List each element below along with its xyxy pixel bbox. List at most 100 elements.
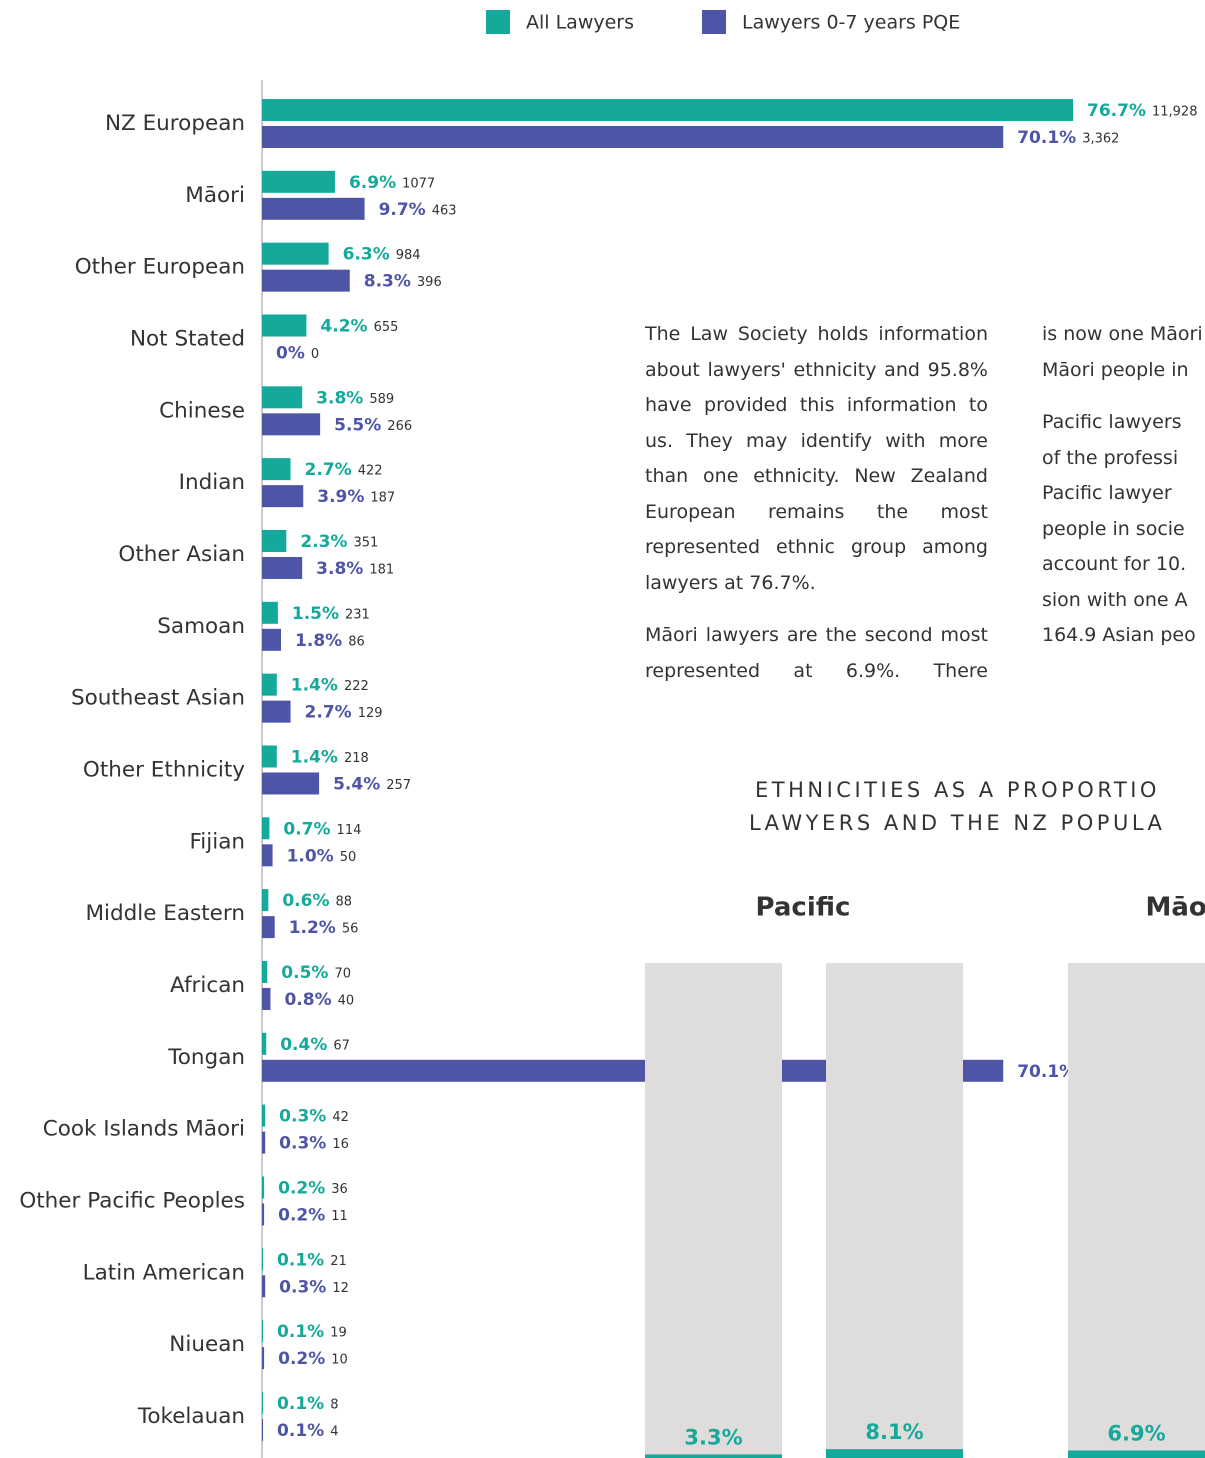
count-label: 11,928	[1152, 105, 1198, 120]
category-label: Other Ethnicity	[83, 757, 245, 782]
bar	[262, 197, 365, 220]
value-label: 76.7%	[1087, 101, 1146, 121]
count-label: 396	[417, 275, 442, 290]
legend-swatch	[702, 10, 726, 34]
value-label: 0.2%	[278, 1205, 325, 1225]
text-line: Māori people in	[1042, 358, 1189, 381]
column	[826, 1449, 963, 1458]
value-label: 6.9%	[1107, 1421, 1165, 1445]
value-label: 1.5%	[292, 604, 339, 624]
count-label: 589	[369, 392, 394, 407]
category-label: Other Pacific Peoples	[19, 1188, 245, 1213]
text-line: 164.9 Asian peo	[1042, 624, 1196, 646]
category-label: Southeast Asian	[71, 686, 245, 711]
bar	[262, 1104, 266, 1127]
count-label: 114	[337, 823, 362, 838]
value-label: 1.4%	[291, 747, 338, 767]
bar	[262, 673, 277, 696]
column-background	[645, 963, 782, 1458]
value-label: 0.2%	[278, 1349, 325, 1369]
category-label: NZ European	[105, 111, 245, 136]
value-label: 1.2%	[289, 918, 336, 938]
bar	[262, 126, 1004, 148]
value-label: 1.8%	[295, 631, 342, 651]
text-column: The Law Society holds information about …	[645, 317, 988, 706]
category-label: Tongan	[167, 1045, 245, 1070]
category-label: African	[170, 973, 245, 998]
bar	[262, 556, 303, 579]
count-label: 12	[332, 1281, 349, 1296]
count-label: 655	[374, 320, 399, 335]
count-label: 984	[396, 248, 421, 263]
value-label: 3.3%	[684, 1425, 742, 1449]
count-label: 463	[432, 203, 457, 218]
value-label: 1.4%	[291, 676, 338, 696]
category-label: Fijian	[189, 829, 245, 854]
text-line: account for 10.	[1042, 553, 1187, 575]
value-label: 0.1%	[277, 1250, 324, 1270]
category-label: Samoan	[157, 614, 245, 639]
category-label: Cook Islands Māori	[43, 1117, 245, 1142]
value-label: 1.0%	[287, 846, 334, 866]
bar	[262, 916, 275, 939]
text-line: Pacific lawyers	[1042, 411, 1182, 433]
count-label: 40	[338, 993, 355, 1008]
count-label: 70	[334, 966, 351, 981]
legend-swatch	[486, 10, 510, 34]
value-label: 0.1%	[277, 1421, 324, 1441]
count-label: 0	[311, 347, 319, 362]
value-label: 5.5%	[334, 415, 381, 435]
bar	[262, 1275, 266, 1298]
count-label: 42	[332, 1110, 349, 1125]
value-label: 0.1%	[277, 1322, 324, 1342]
column	[1068, 1450, 1205, 1458]
count-label: 88	[336, 895, 353, 910]
paragraph: is now one Māori Māori people in	[1042, 317, 1205, 388]
value-label: 5.4%	[333, 774, 380, 794]
category-label: Not Stated	[130, 326, 245, 351]
count-label: 4	[330, 1424, 338, 1439]
paragraph: The Law Society holds information about …	[645, 323, 988, 594]
bar	[262, 386, 303, 409]
category-label: Middle Eastern	[85, 901, 245, 926]
value-label: 6.9%	[349, 173, 396, 193]
bar	[262, 772, 320, 795]
value-label: 3.9%	[317, 487, 364, 507]
value-label: 0.4%	[280, 1035, 327, 1055]
text-line: Pacific lawyer	[1042, 482, 1172, 504]
count-label: 8	[330, 1397, 338, 1412]
bar	[262, 601, 278, 624]
value-label: 0.8%	[284, 990, 331, 1010]
text-line: of the professi	[1042, 446, 1179, 469]
count-label: 231	[345, 607, 370, 622]
count-label: 422	[358, 464, 383, 479]
column-background	[1068, 963, 1205, 1458]
value-label: 70.1%	[1017, 1062, 1076, 1082]
bar	[262, 700, 291, 723]
paragraph: Pacific lawyers of the professi Pacific la…	[1042, 405, 1205, 654]
value-label: 0.6%	[282, 891, 329, 911]
bar	[262, 314, 307, 337]
bar	[262, 529, 287, 552]
column	[645, 1454, 782, 1458]
value-label: 3.8%	[316, 388, 363, 408]
category-label: Māori	[185, 183, 245, 208]
bar	[262, 99, 1073, 121]
count-label: 218	[344, 751, 369, 766]
count-label: 181	[369, 562, 394, 577]
bar	[262, 987, 271, 1010]
text-line: is now one Māori	[1042, 323, 1203, 345]
count-label: 222	[344, 679, 369, 694]
bar	[262, 170, 335, 193]
category-label: Chinese	[159, 398, 245, 423]
value-label: 4.2%	[320, 316, 367, 336]
paragraph: Māori lawyers are the second most repres…	[645, 624, 988, 682]
count-label: 67	[333, 1038, 350, 1053]
column-background	[826, 963, 963, 1458]
category-label: Niuean	[169, 1332, 245, 1357]
value-label: 2.7%	[305, 460, 352, 480]
bar	[262, 242, 329, 265]
count-label: 10	[331, 1353, 348, 1368]
value-label: 6.3%	[343, 245, 390, 265]
